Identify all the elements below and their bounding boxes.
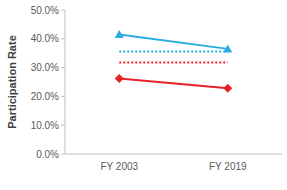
marker [223,84,232,93]
chart: 0.0% 10.0% 20.0% 30.0% 40.0% 50.0% FY 2003 FY 2… [0,0,287,190]
y-axis-title: Participation Rate [6,35,18,129]
y-tick-label: 40.0% [31,33,59,44]
y-tick-label: 50.0% [31,5,59,16]
y-tick-label: 10.0% [31,120,59,131]
marker [115,30,124,38]
x-axis [65,154,282,155]
marker [115,74,124,83]
y-tick [61,154,65,155]
series-line [119,34,228,48]
series-line [119,61,228,63]
y-tick-label: 0.0% [36,149,59,160]
x-tick-label: FY 2003 [100,161,138,172]
y-tick [61,96,65,97]
y-tick-label: 30.0% [31,62,59,73]
series-line [119,79,228,89]
y-tick [61,125,65,126]
x-tick-label: FY 2019 [209,161,247,172]
y-tick [61,67,65,68]
y-tick [61,10,65,11]
y-tick-label: 20.0% [31,91,59,102]
y-axis [65,10,66,154]
series-line [119,50,228,52]
plot-area [115,30,233,93]
y-tick [61,38,65,39]
